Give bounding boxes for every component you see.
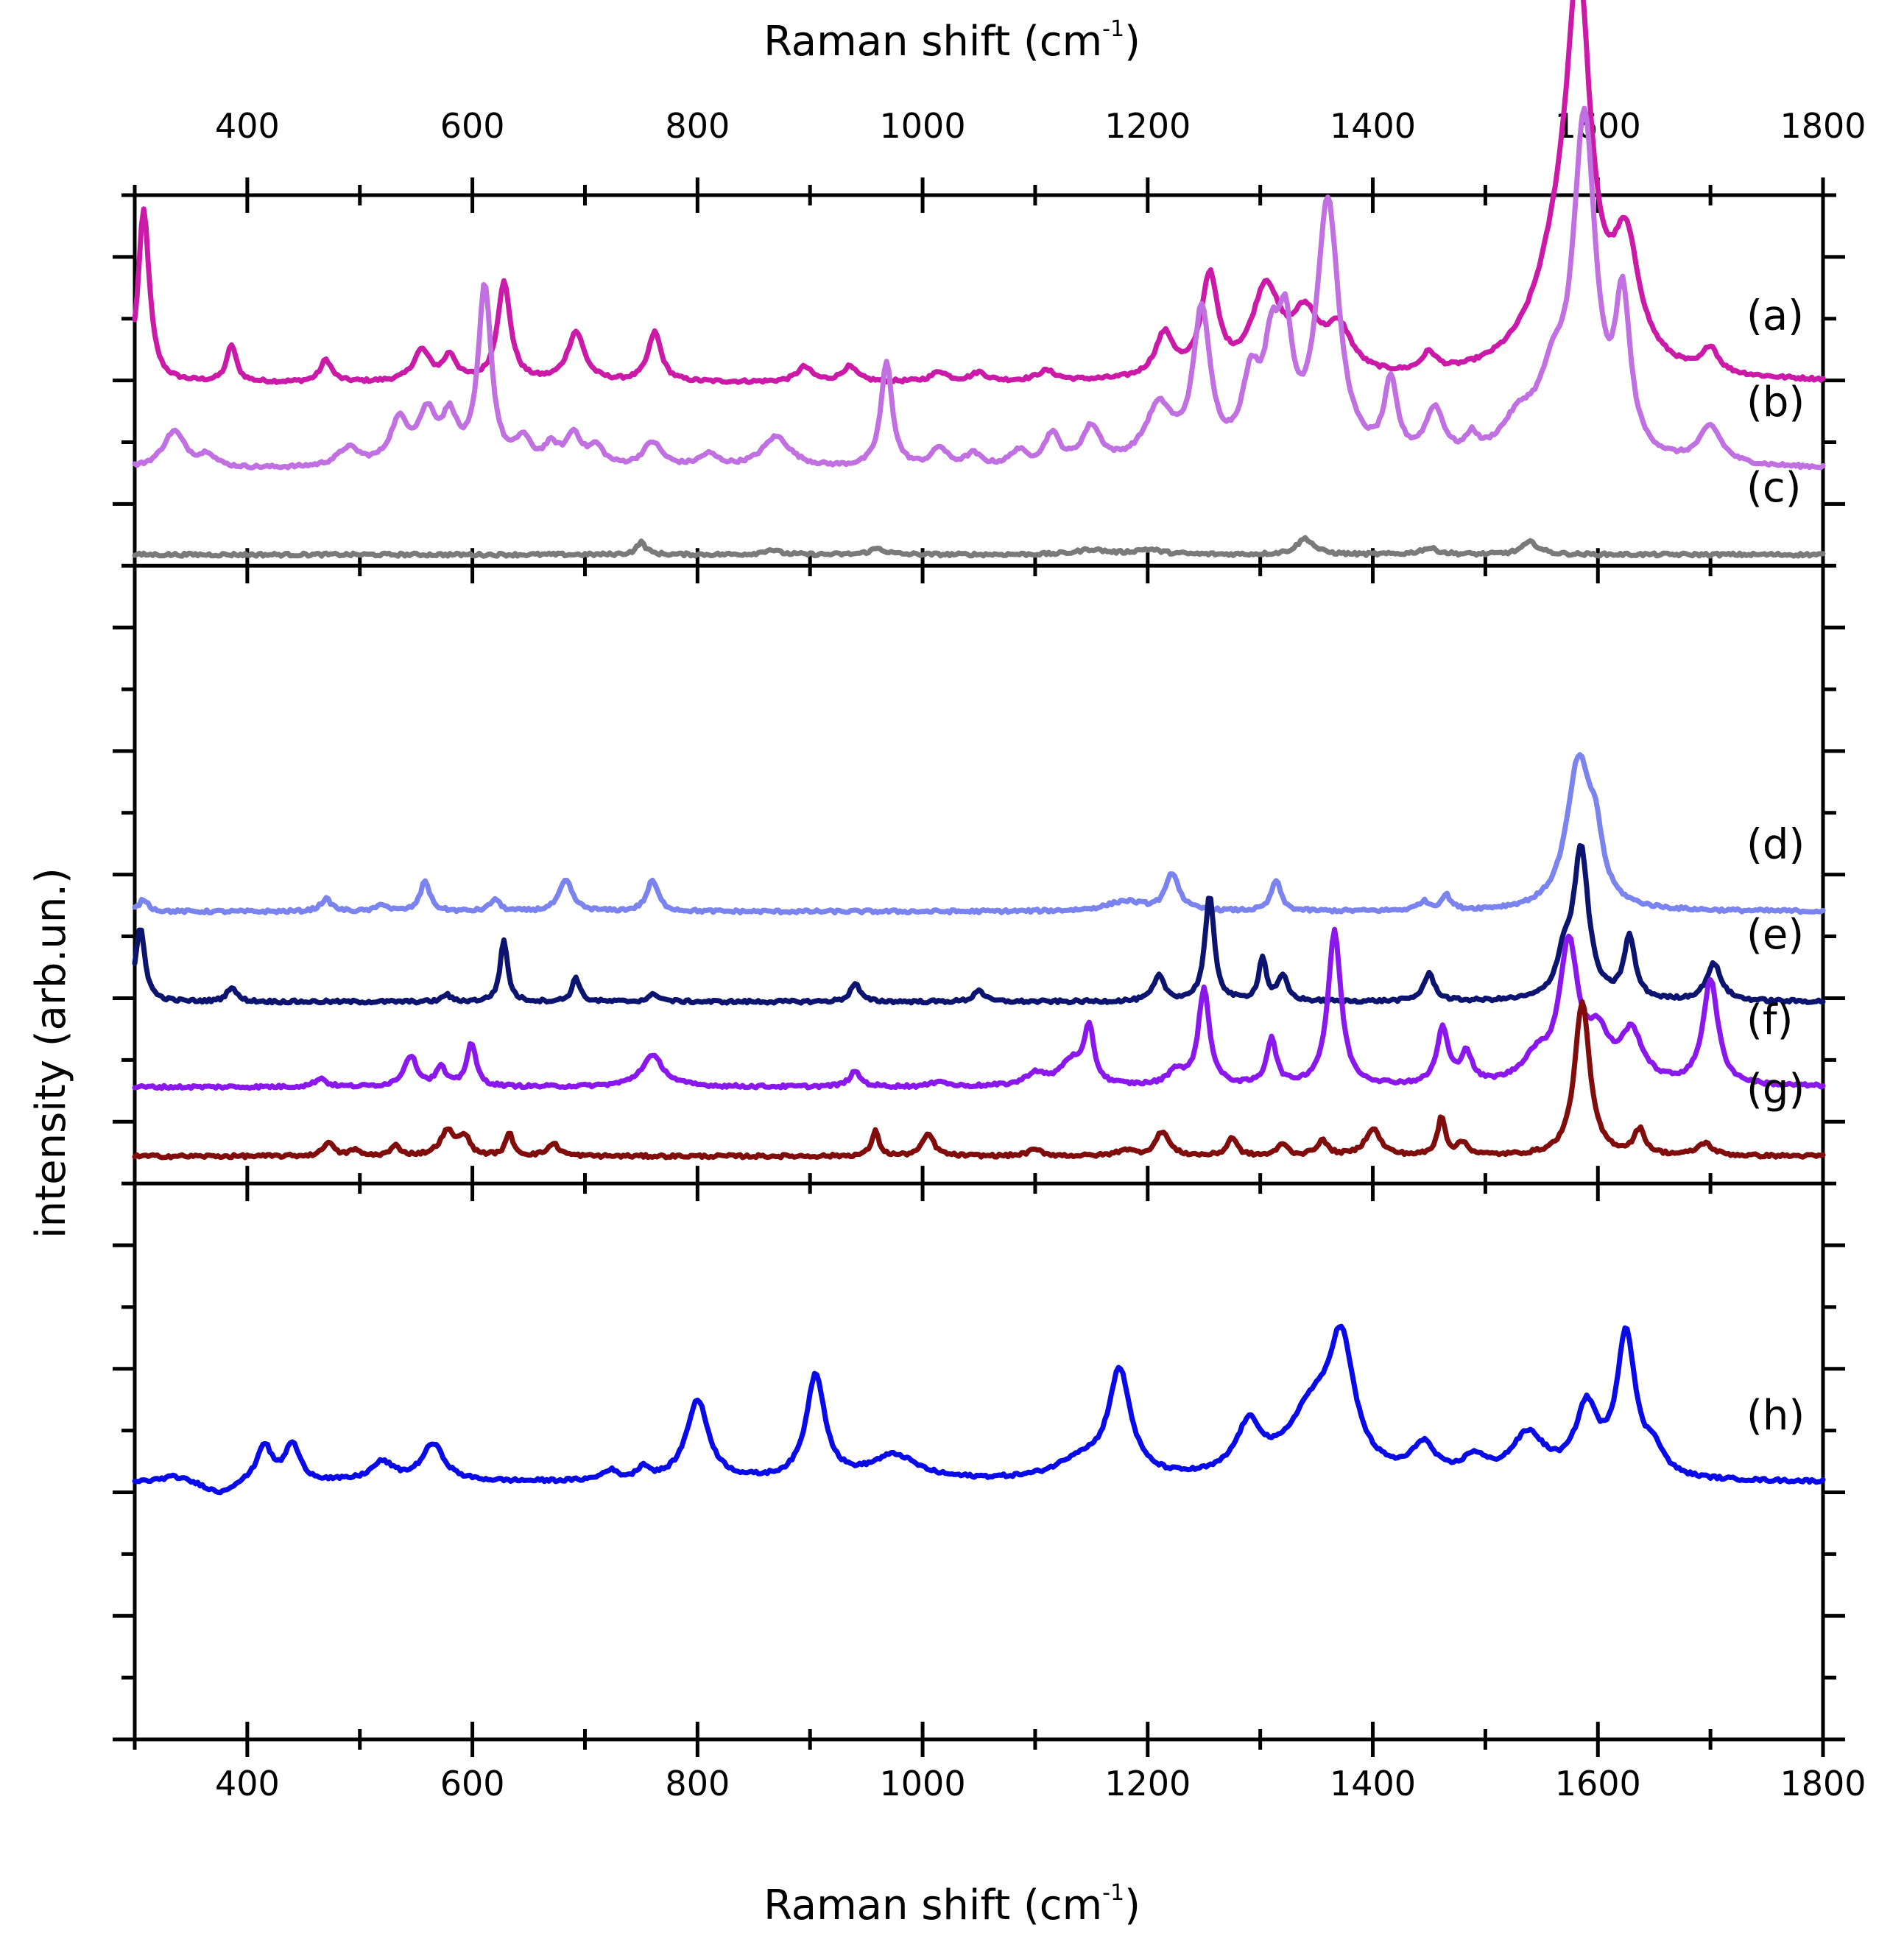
x-tick-label-top: 1400 [1330,106,1416,146]
trace-c [132,535,1826,559]
x-tick-label-bottom: 600 [440,1764,505,1803]
x-tick-label-top: 1600 [1555,106,1641,146]
x-tick-label-bottom: 1600 [1555,1764,1641,1803]
trace-f [132,926,1826,1091]
label-d: (d) [1746,821,1805,869]
trace-b [132,105,1826,471]
plot-border [133,193,1825,1742]
axis-ticks [113,177,1845,1757]
trace-labels: (a) (b) (c) (d) (e) (f) (g) (h) [1746,292,1805,1440]
x-tick-label-top: 1200 [1104,106,1191,146]
y-axis-title: intensity (arb.un.) [27,867,75,1239]
trace-g [132,999,1826,1161]
label-e: (e) [1746,911,1804,959]
trace-e [132,842,1826,1006]
x-tick-label-top: 800 [665,106,730,146]
x-tick-label-bottom: 1000 [880,1764,966,1803]
x-tick-label-bottom: 1200 [1104,1764,1191,1803]
axis-tick-labels: 400 400 600 600 800 800 1000 1000 1200 1200 1400 14… [215,106,1866,1803]
plot-frame [133,193,1825,1742]
label-f: (f) [1746,996,1793,1044]
x-tick-label-top: 1000 [880,106,966,146]
label-g: (g) [1746,1066,1805,1113]
x-axis-title-bottom: Raman shift (cm-1) [764,1880,1140,1929]
x-tick-label-bottom: 1800 [1780,1764,1866,1803]
x-tick-label-bottom: 800 [665,1764,730,1803]
x-tick-label-top: 400 [215,106,280,146]
x-tick-label-bottom: 400 [215,1764,280,1803]
label-b: (b) [1746,379,1805,426]
x-tick-label-top: 1800 [1780,106,1866,146]
x-axis-title-top: Raman shift (cm-1) [764,16,1140,66]
label-c: (c) [1746,464,1801,512]
spectra-traces [132,0,1826,1496]
trace-a [132,0,1826,385]
trace-d [132,752,1826,916]
label-h: (h) [1746,1392,1805,1440]
x-tick-label-top: 600 [440,106,505,146]
label-a: (a) [1746,292,1804,340]
trace-h [132,1323,1826,1496]
x-tick-label-bottom: 1400 [1330,1764,1416,1803]
